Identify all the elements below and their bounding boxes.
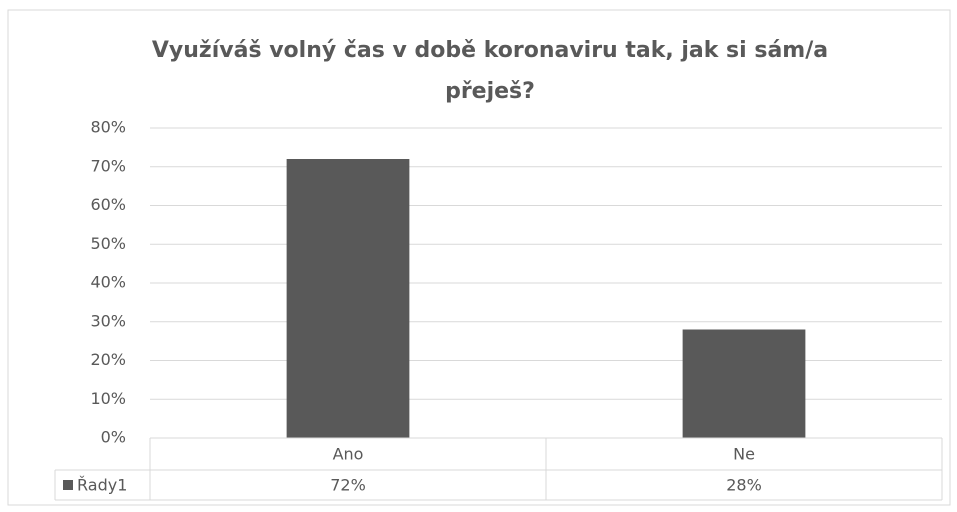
y-tick-label: 70% <box>90 156 126 175</box>
chart-title: Využíváš volný čas v době koronaviru tak… <box>151 38 829 104</box>
bar <box>682 329 806 438</box>
legend-label: Řady1 <box>77 476 127 495</box>
y-tick-label: 40% <box>90 273 126 292</box>
x-tick-label: Ano <box>333 445 364 464</box>
table-value: 72% <box>330 476 366 495</box>
bar <box>286 159 410 438</box>
y-tick-label: 80% <box>90 118 126 137</box>
x-tick-label: Ne <box>733 445 755 464</box>
y-tick-label: 60% <box>90 195 126 214</box>
y-tick-label: 50% <box>90 234 126 253</box>
legend-key <box>63 480 73 490</box>
y-tick-label: 30% <box>90 311 126 330</box>
y-tick-label: 20% <box>90 350 126 369</box>
y-tick-label: 10% <box>90 389 126 408</box>
y-tick-label: 0% <box>101 428 126 447</box>
table-value: 28% <box>726 476 762 495</box>
